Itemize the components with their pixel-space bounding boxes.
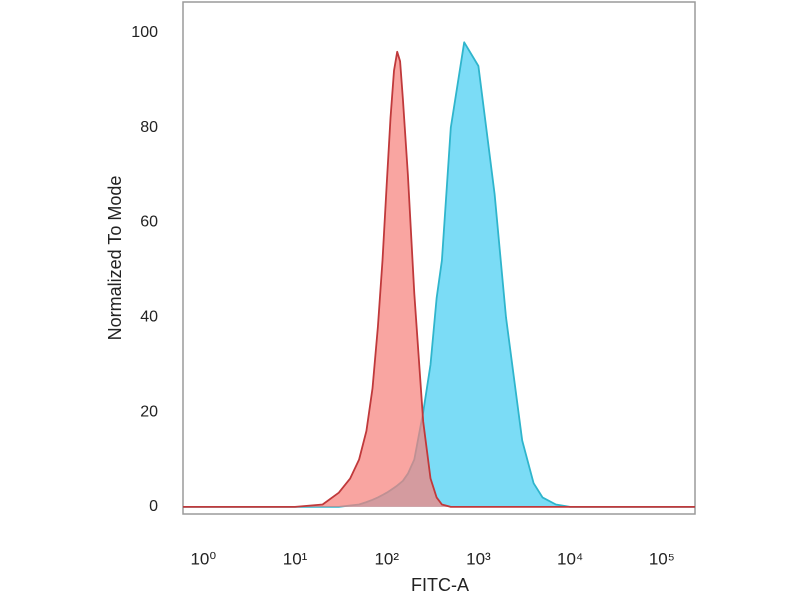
- y-tick-label: 60: [140, 214, 158, 231]
- y-tick-label: 40: [140, 308, 158, 325]
- area-outline: [183, 50, 695, 508]
- x-tick-label: 10²: [374, 549, 399, 568]
- y-tick-label: 80: [140, 119, 158, 136]
- x-tick-label: 10³: [466, 549, 491, 568]
- x-tick-label: 10⁵: [649, 549, 675, 568]
- x-tick-label: 10⁴: [557, 549, 583, 568]
- y-tick-label: 0: [149, 498, 158, 515]
- x-tick-label: 10⁰: [190, 549, 216, 568]
- y-tick-label: 20: [140, 403, 158, 420]
- y-tick-label: 100: [131, 24, 158, 41]
- x-tick-label: 10¹: [283, 549, 308, 568]
- area: [183, 42, 695, 507]
- y-axis-label: Normalized To Mode: [105, 176, 125, 341]
- x-axis-label: FITC-A: [411, 575, 469, 595]
